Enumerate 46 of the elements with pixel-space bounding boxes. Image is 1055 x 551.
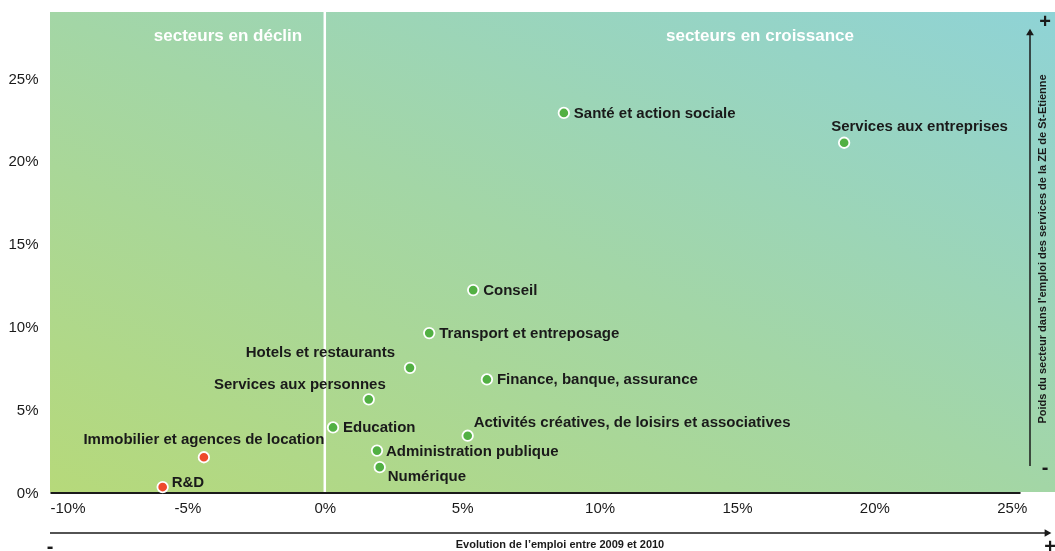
- annotation: Administration publique: [386, 441, 559, 459]
- point: [837, 136, 851, 149]
- y-tick-label: 20%: [8, 152, 39, 170]
- text: -: [1041, 456, 1049, 478]
- point: [467, 283, 480, 297]
- annotation: Conseil: [483, 281, 538, 299]
- x-tick-label: 10%: [585, 498, 616, 516]
- point: [557, 106, 570, 120]
- y-tick-label: 15%: [8, 235, 39, 253]
- annotation: Education: [343, 418, 416, 436]
- annotation: Numérique: [387, 467, 467, 485]
- point: [403, 361, 417, 374]
- x-axis-title: Evolution de l’emploi entre 2009 et 2010: [455, 538, 665, 550]
- point: [461, 429, 474, 442]
- point: [423, 326, 436, 340]
- annotation: R&D: [171, 473, 205, 491]
- y-axis-title: Poids du secteur dans l'emploi des services de la ZE de St-Etienne: [1036, 74, 1048, 424]
- annotation: secteurs en croissance: [665, 26, 855, 45]
- y-tick-label: 25%: [8, 69, 39, 87]
- text: -: [46, 535, 54, 551]
- x-tick-label: -5%: [174, 498, 202, 516]
- x-tick-label: 5%: [451, 498, 474, 516]
- x-tick-label: 25%: [997, 498, 1028, 516]
- text: +: [1044, 535, 1055, 551]
- point: [362, 393, 375, 406]
- point: [373, 461, 386, 474]
- y-tick-label: 5%: [16, 400, 39, 418]
- point: [480, 373, 494, 386]
- x-tick-label: 15%: [722, 498, 753, 516]
- x-tick-label: 20%: [859, 498, 890, 516]
- annotation: Activités créatives, de loisirs et associatives: [473, 412, 791, 430]
- annotation: Santé et action sociale: [573, 103, 736, 121]
- y-tick-label: 0%: [16, 483, 39, 501]
- annotation: Finance, banque, assurance: [496, 370, 698, 388]
- annotation: Transport et entreposage: [439, 324, 620, 342]
- annotation: Immobilier et agences de location: [83, 430, 325, 448]
- annotation: secteurs en déclin: [153, 26, 303, 45]
- x-tick-label: -10%: [50, 498, 86, 516]
- point: [197, 451, 211, 464]
- annotation: Services aux entreprises: [831, 116, 1008, 134]
- point: [370, 444, 384, 457]
- point: [156, 480, 169, 494]
- x-tick-label: 0%: [314, 498, 337, 516]
- point: [326, 421, 340, 434]
- text: +: [1039, 10, 1051, 32]
- y-tick-label: 10%: [8, 317, 39, 335]
